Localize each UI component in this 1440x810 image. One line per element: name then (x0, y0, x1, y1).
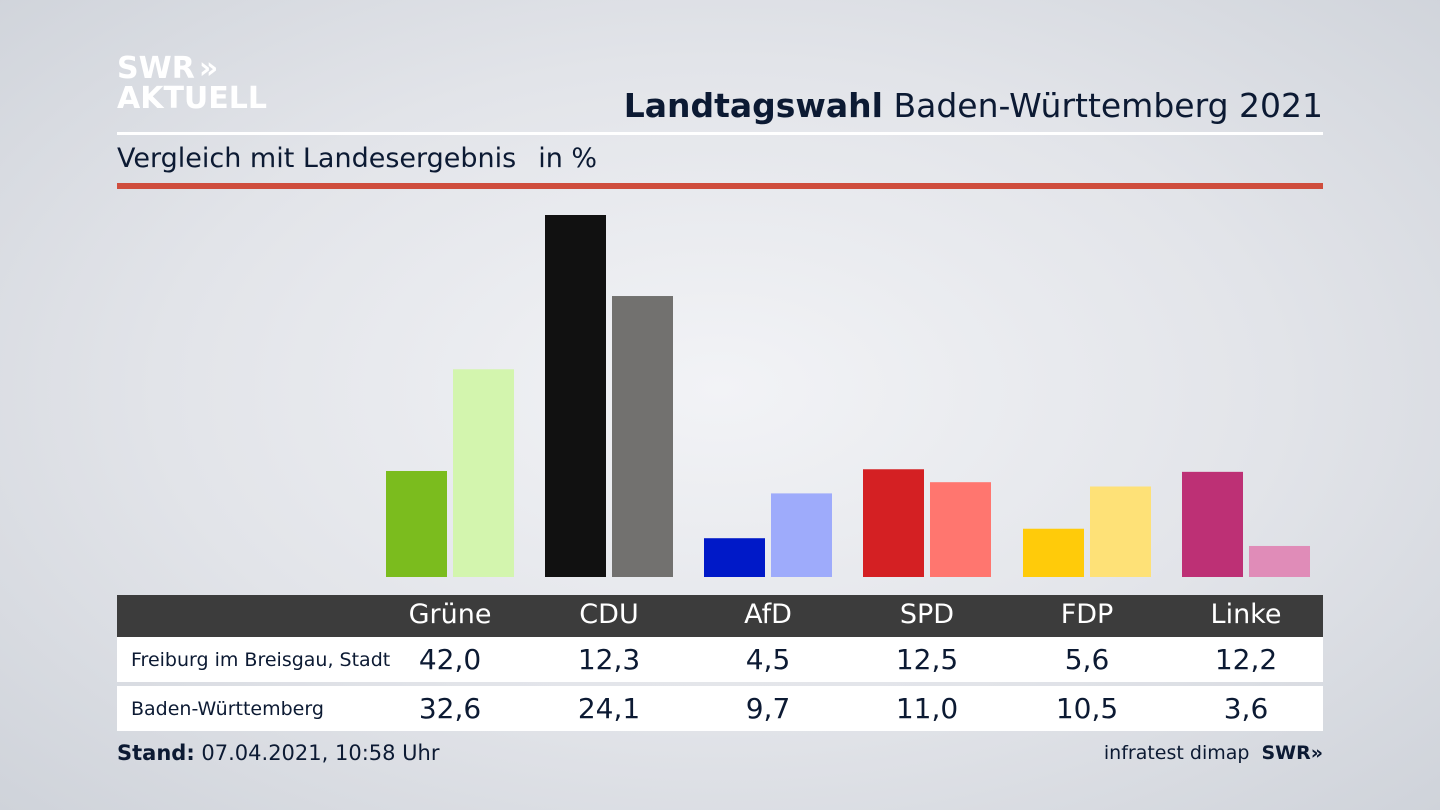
table-cell-value: 9,7 (745, 692, 791, 725)
bar-gruene-series-1 (386, 470, 447, 577)
category-label: SPD (899, 599, 955, 630)
swr-aktuell-logo: SWR» AKTUELL (117, 54, 267, 114)
row-label: Baden-Württemberg (131, 698, 324, 720)
timestamp-label: Stand: (117, 741, 195, 765)
category-label: FDP (1060, 599, 1114, 630)
page-title-rest: Baden-Württemberg 2021 (882, 86, 1323, 125)
category-label: CDU (579, 599, 639, 630)
table-cell-value: 11,0 (895, 692, 959, 725)
table-cell-value: 5,6 (1064, 643, 1110, 676)
title-divider (117, 132, 1323, 135)
bar-spd-series-1 (863, 469, 924, 577)
page-title: Landtagswahl Baden-Württemberg 2021 (624, 86, 1323, 125)
table-cell-value: 12,5 (895, 643, 959, 676)
results-table: Grüne CDU AfD SPD FDP Linke Freiburg im Breis… (117, 595, 1323, 731)
bar-fdp-series-2 (1090, 486, 1151, 577)
bar-gruene-series-2 (453, 369, 514, 577)
bar-cdu-series-1 (545, 215, 606, 577)
subtitle-text: Vergleich mit Landesergebnis (117, 143, 517, 174)
page-title-bold: Landtagswahl (623, 86, 883, 125)
accent-divider (117, 183, 1323, 189)
table-cell-value: 3,6 (1223, 692, 1269, 725)
category-label: Grüne (408, 599, 492, 630)
table-cell-value: 10,5 (1055, 692, 1119, 725)
table-cell-value: 42,0 (418, 643, 482, 676)
chart-subtitle: Vergleich mit Landesergebnis in % (117, 143, 597, 174)
logo-line2: AKTUELL (117, 81, 268, 116)
bar-fdp-series-1 (1023, 528, 1084, 577)
bar-cdu-series-2 (612, 296, 673, 577)
bar-afd-series-2 (771, 493, 832, 577)
bar-linke-series-1 (1182, 471, 1243, 577)
table-cell-value: 12,3 (577, 643, 641, 676)
swr-brand-logo: SWR» (1261, 742, 1323, 764)
source-name: infratest dimap (1103, 742, 1250, 764)
unit-label: in % (538, 143, 598, 174)
category-label: AfD (744, 599, 792, 630)
double-chevron-icon: » (198, 51, 219, 86)
row-label: Freiburg im Breisgau, Stadt (131, 649, 391, 671)
table-cell-value: 32,6 (418, 692, 482, 725)
table-cell-value: 24,1 (577, 692, 641, 725)
table-header: Grüne CDU AfD SPD FDP Linke (117, 595, 1323, 637)
logo-line1: SWR (117, 51, 195, 86)
bar-spd-series-2 (930, 482, 991, 577)
table-cell-value: 4,5 (745, 643, 791, 676)
category-label: Linke (1210, 599, 1282, 630)
table-row: Baden-Württemberg 32,6 24,1 9,7 11,0 10,5 3,6 (117, 686, 1323, 731)
source-credit: infratest dimap SWR» (1104, 742, 1323, 764)
table-cell-value: 12,2 (1214, 643, 1278, 676)
timestamp: Stand: 07.04.2021, 10:58 Uhr (117, 741, 440, 765)
brand-name: SWR (1261, 742, 1311, 764)
timestamp-value: 07.04.2021, 10:58 Uhr (194, 741, 440, 765)
bar-afd-series-1 (704, 538, 765, 577)
bar-linke-series-2 (1249, 545, 1310, 577)
table-row: Freiburg im Breisgau, Stadt 42,0 12,3 4,5 1… (117, 637, 1323, 682)
